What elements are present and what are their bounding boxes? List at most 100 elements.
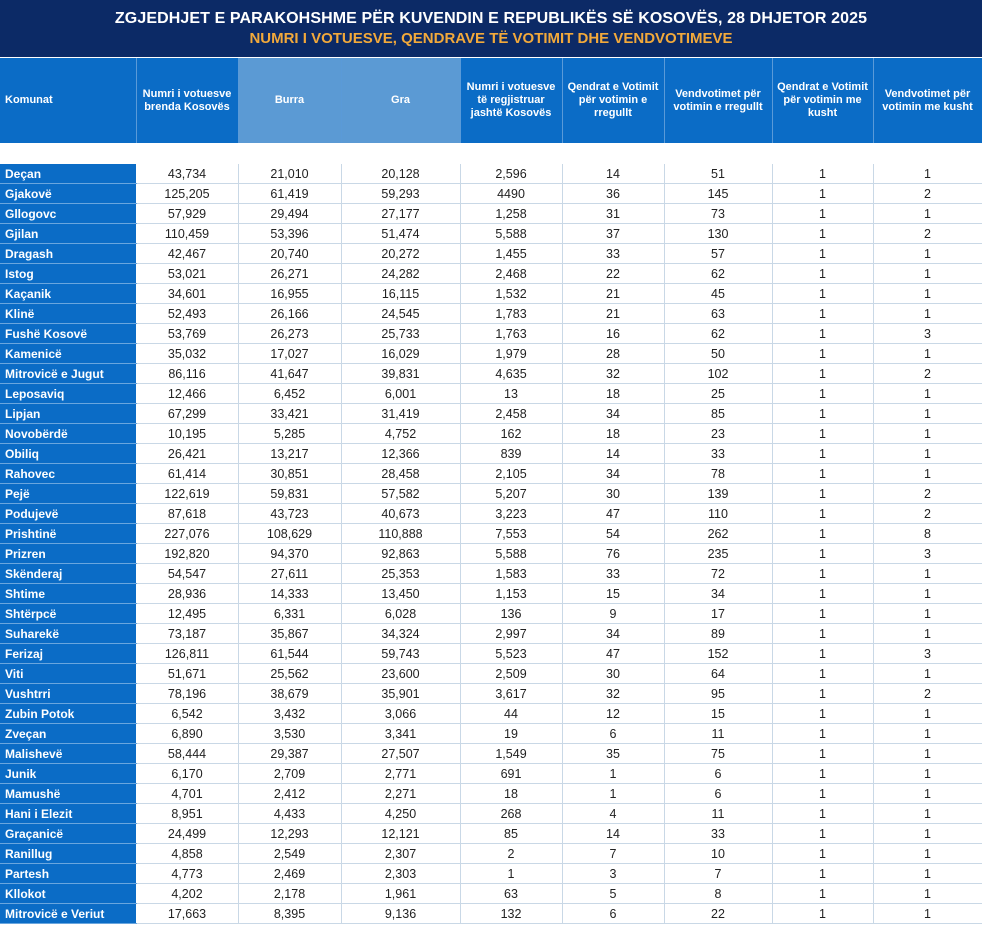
table-cell: 691 xyxy=(460,763,563,784)
table-cell: 152 xyxy=(664,643,773,664)
municipality-name: Shtime xyxy=(0,583,137,604)
table-cell: 3 xyxy=(873,323,982,344)
table-cell: 1 xyxy=(772,883,874,904)
table-cell: 92,863 xyxy=(341,543,461,564)
table-cell: 1 xyxy=(772,483,874,504)
table-cell: 1 xyxy=(873,663,982,684)
table-cell: 1 xyxy=(772,903,874,924)
table-row: Klinë 52,493 26,166 24,545 1,783 21 63 1 1 xyxy=(0,303,982,324)
municipality-name: Shtërpcë xyxy=(0,603,137,624)
table-row: Zveçan 6,890 3,530 3,341 19 6 11 1 1 xyxy=(0,723,982,744)
table-cell: 1 xyxy=(772,223,874,244)
table-cell: 85 xyxy=(460,823,563,844)
table-row: Obiliq 26,421 13,217 12,366 839 14 33 1 1 xyxy=(0,443,982,464)
table-cell: 21,010 xyxy=(238,164,342,184)
table-cell: 78 xyxy=(664,463,773,484)
col-header-burra: Burra xyxy=(238,58,342,143)
table-cell: 13,450 xyxy=(341,583,461,604)
table-cell: 268 xyxy=(460,803,563,824)
table-cell: 11 xyxy=(664,723,773,744)
municipality-name: Klinë xyxy=(0,303,137,324)
table-cell: 53,769 xyxy=(136,323,239,344)
table-cell: 33 xyxy=(664,443,773,464)
table-cell: 25,733 xyxy=(341,323,461,344)
table-cell: 1 xyxy=(772,403,874,424)
table-cell: 1,532 xyxy=(460,283,563,304)
table-cell: 227,076 xyxy=(136,523,239,544)
table-cell: 29,494 xyxy=(238,203,342,224)
table-cell: 2,549 xyxy=(238,843,342,864)
table-cell: 2 xyxy=(873,683,982,704)
table-cell: 1 xyxy=(772,563,874,584)
table-row: Kaçanik 34,601 16,955 16,115 1,532 21 45 1 1 xyxy=(0,283,982,304)
table-row: Kllokot 4,202 2,178 1,961 63 5 8 1 1 xyxy=(0,883,982,904)
table-cell: 132 xyxy=(460,903,563,924)
table-cell: 2,307 xyxy=(341,843,461,864)
table-cell: 51,671 xyxy=(136,663,239,684)
table-cell: 8,951 xyxy=(136,803,239,824)
table-row: Fushë Kosovë 53,769 26,273 25,733 1,763 16 62 1… xyxy=(0,323,982,344)
table-cell: 33 xyxy=(562,243,665,264)
table-cell: 10 xyxy=(664,843,773,864)
table-cell: 1 xyxy=(772,863,874,884)
table-cell: 5,207 xyxy=(460,483,563,504)
table-row: Leposaviq 12,466 6,452 6,001 13 18 25 1 1 xyxy=(0,383,982,404)
table-row: Vushtrri 78,196 38,679 35,901 3,617 32 95 1 2 xyxy=(0,683,982,704)
table-cell: 21 xyxy=(562,303,665,324)
table-cell: 34,601 xyxy=(136,283,239,304)
table-cell: 57 xyxy=(664,243,773,264)
table-cell: 1 xyxy=(772,203,874,224)
table-cell: 6,452 xyxy=(238,383,342,404)
table-cell: 59,743 xyxy=(341,643,461,664)
table-cell: 3 xyxy=(873,543,982,564)
table-cell: 3,432 xyxy=(238,703,342,724)
table-cell: 1 xyxy=(873,603,982,624)
municipality-name: Gjilan xyxy=(0,223,137,244)
table-cell: 1,763 xyxy=(460,323,563,344)
table-cell: 16,955 xyxy=(238,283,342,304)
table-cell: 2,771 xyxy=(341,763,461,784)
table-cell: 76 xyxy=(562,543,665,564)
col-header-vendvotimet-rregullt: Vendvotimet për votimin e rregullt xyxy=(664,58,773,143)
table-cell: 102 xyxy=(664,363,773,384)
table-cell: 125,205 xyxy=(136,183,239,204)
table-cell: 3 xyxy=(562,863,665,884)
municipality-name: Partesh xyxy=(0,863,137,884)
municipality-name: Fushë Kosovë xyxy=(0,323,137,344)
table-cell: 1 xyxy=(772,683,874,704)
table-cell: 30 xyxy=(562,663,665,684)
municipality-name: Kllokot xyxy=(0,883,137,904)
municipality-name: Zubin Potok xyxy=(0,703,137,724)
spacer-row xyxy=(0,143,982,164)
table-cell: 43,734 xyxy=(136,164,239,184)
table-cell: 1 xyxy=(873,743,982,764)
table-cell: 13 xyxy=(460,383,563,404)
table-cell: 35,867 xyxy=(238,623,342,644)
table-cell: 1 xyxy=(772,303,874,324)
table-cell: 3 xyxy=(873,643,982,664)
table-cell: 1 xyxy=(873,283,982,304)
table-cell: 61,419 xyxy=(238,183,342,204)
table-cell: 1 xyxy=(772,823,874,844)
voters-table: Komunat Numri i votuesve brenda Kosovës … xyxy=(0,58,982,924)
table-cell: 1 xyxy=(772,443,874,464)
table-cell: 1 xyxy=(772,164,874,184)
table-row: Podujevë 87,618 43,723 40,673 3,223 47 110 1 2 xyxy=(0,503,982,524)
table-cell: 24,545 xyxy=(341,303,461,324)
table-cell: 3,341 xyxy=(341,723,461,744)
table-cell: 29,387 xyxy=(238,743,342,764)
municipality-name: Suharekë xyxy=(0,623,137,644)
table-cell: 33 xyxy=(664,823,773,844)
table-cell: 1 xyxy=(772,323,874,344)
table-cell: 14 xyxy=(562,164,665,184)
table-row: Dragash 42,467 20,740 20,272 1,455 33 57 1 1 xyxy=(0,243,982,264)
table-cell: 43,723 xyxy=(238,503,342,524)
table-cell: 14 xyxy=(562,443,665,464)
table-row: Mamushë 4,701 2,412 2,271 18 1 6 1 1 xyxy=(0,783,982,804)
table-cell: 16 xyxy=(562,323,665,344)
table-cell: 235 xyxy=(664,543,773,564)
table-cell: 33 xyxy=(562,563,665,584)
table-row: Skënderaj 54,547 27,611 25,353 1,583 33 72 1 1 xyxy=(0,563,982,584)
table-cell: 63 xyxy=(664,303,773,324)
table-cell: 23,600 xyxy=(341,663,461,684)
